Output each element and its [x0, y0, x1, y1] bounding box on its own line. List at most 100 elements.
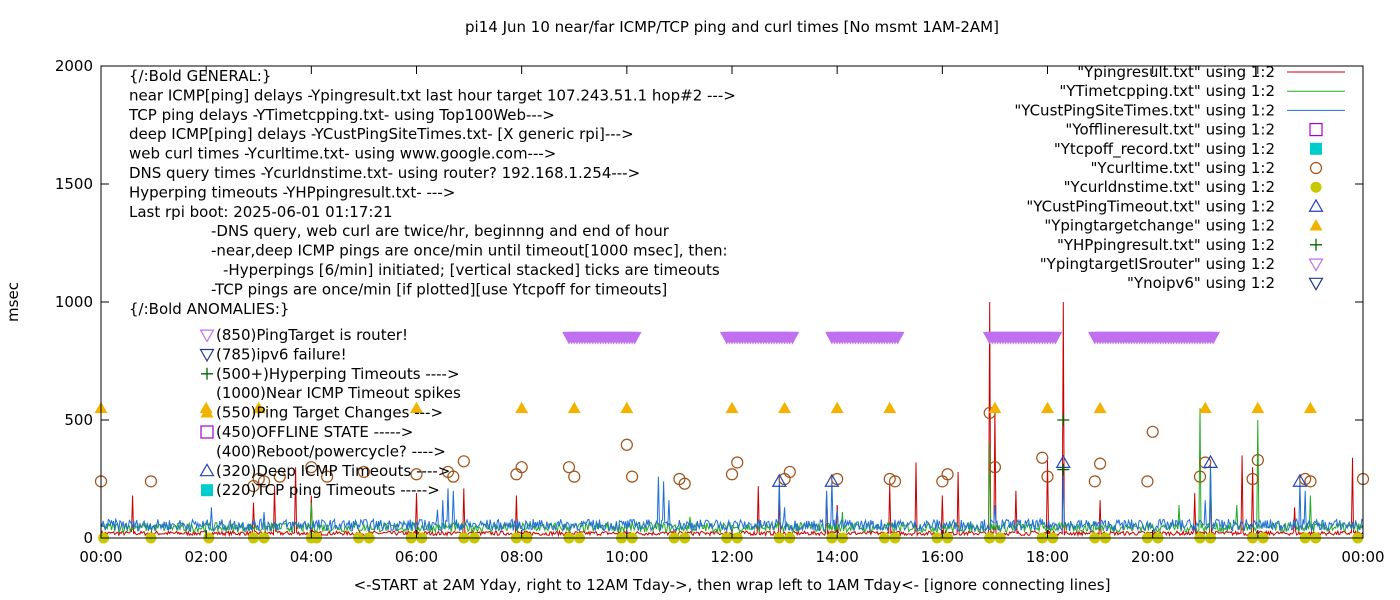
- point-filled-triangle-up: [199, 401, 213, 414]
- legend-label: "YTimetcpping.txt" using 1:2: [1059, 82, 1275, 100]
- legend-open-triangle-up-icon: [1308, 198, 1324, 212]
- note-line: DNS query times -Ycurldnstime.txt- using…: [129, 164, 640, 182]
- note-line: -Hyperpings [6/min] initiated; [vertical…: [223, 261, 720, 279]
- anomaly-open-triangle-down-icon: [199, 329, 215, 343]
- note-line: -TCP pings are once/min [if plotted][use…: [211, 280, 667, 298]
- anomaly-label: (400)Reboot/powercycle? ---->: [216, 442, 446, 460]
- anomaly-label: (500+)Hyperping Timeouts ---->: [216, 365, 460, 383]
- anomaly-notes: (850)PingTarget is router!(785)ipv6 fail…: [199, 326, 461, 499]
- point-open-circle: [562, 461, 576, 474]
- x-tick-label: 18:00: [1026, 548, 1069, 566]
- legend-filled-triangle-up-icon: [1309, 219, 1323, 231]
- legend-open-triangle-down-icon: [1308, 277, 1324, 291]
- legend-filled-square-icon: [1310, 142, 1322, 155]
- point-open-circle: [1304, 475, 1317, 488]
- anomaly-open-square-icon: [200, 425, 214, 439]
- router-band-point: [890, 331, 905, 345]
- point-open-circle: [1041, 470, 1054, 483]
- note-line: TCP ping delays -YTimetcpping.txt- using…: [128, 106, 555, 124]
- general-notes: {/:Bold GENERAL:}near ICMP[ping] delays …: [128, 67, 736, 318]
- point-open-circle: [257, 475, 271, 488]
- point-open-circle: [568, 470, 581, 483]
- point-open-triangle-up: [771, 473, 787, 487]
- point-filled-triangle-up: [1041, 401, 1054, 414]
- point-open-circle: [457, 455, 470, 468]
- x-tick-label: 00:00: [1341, 548, 1384, 566]
- note-line: deep ICMP[ping] delays -YCustPingSiteTim…: [129, 125, 634, 143]
- point-open-circle: [725, 468, 739, 481]
- point-filled-triangle-up: [515, 401, 529, 414]
- anomaly-open-triangle-up-icon: [199, 463, 215, 477]
- router-band-4: [1087, 331, 1220, 345]
- y-axis-label: msec: [4, 282, 22, 322]
- point-filled-triangle-up: [567, 401, 581, 414]
- legend-open-triangle-down-icon: [1308, 258, 1324, 272]
- x-axis-label: <-START at 2AM Yday, right to 12AM Tday-…: [354, 576, 1111, 594]
- point-open-circle: [620, 438, 633, 451]
- point-open-circle: [144, 475, 158, 488]
- note-line: web curl times -Ycurltime.txt- using www…: [129, 145, 556, 163]
- point-filled-triangle-up: [883, 401, 897, 414]
- axes: 0 500 1000 1500 2000 00:00 02:00 04:00 06:00 08:0…: [55, 57, 1385, 566]
- anomaly-label: (550)Ping Target Changes --->: [216, 404, 443, 422]
- point-open-circle: [731, 456, 744, 469]
- x-tick-label: 22:00: [1236, 548, 1279, 566]
- note-line: Hyperping timeouts -YHPpingresult.txt- -…: [129, 183, 455, 201]
- router-band-3: [982, 331, 1063, 345]
- point-filled-triangle-up: [620, 401, 634, 414]
- point-open-circle: [1141, 475, 1154, 488]
- x-tick-label: 10:00: [605, 548, 648, 566]
- legend-label: "Ynoipv6" using 1:2: [1127, 274, 1275, 292]
- anomaly-label: (320)Deep ICMP Timeouts ---->: [216, 462, 450, 480]
- point-plus: [1057, 463, 1070, 476]
- x-tick-label: 16:00: [921, 548, 964, 566]
- point-filled-triangle-up: [725, 401, 739, 414]
- point-filled-triangle-up: [778, 401, 792, 414]
- point-filled-triangle-up: [830, 401, 844, 414]
- point-open-circle: [883, 472, 896, 486]
- note-line: {/:Bold GENERAL:}: [129, 67, 271, 85]
- point-filled-triangle-up: [1251, 401, 1265, 414]
- anomaly-open-triangle-down-icon: [199, 348, 215, 363]
- note-line: {/:Bold ANOMALIES:}: [129, 300, 289, 318]
- x-tick-label: 12:00: [710, 548, 753, 566]
- anomaly-label: (450)OFFLINE STATE ----->: [216, 423, 413, 441]
- point-open-circle: [678, 477, 691, 490]
- router-band-point: [1206, 331, 1220, 345]
- point-open-circle: [625, 470, 639, 483]
- point-open-circle: [783, 465, 796, 479]
- point-open-circle: [1251, 454, 1264, 467]
- router-band-2: [825, 331, 905, 345]
- y-tick-label: 2000: [55, 57, 93, 75]
- note-line: near ICMP[ping] delays -Ypingresult.txt …: [129, 86, 736, 104]
- x-tick-label: 08:00: [500, 548, 543, 566]
- point-open-circle: [1246, 472, 1259, 486]
- router-band-1: [719, 331, 800, 345]
- point-open-circle: [988, 461, 1002, 474]
- y-tick-label: 500: [64, 411, 93, 429]
- point-open-circle: [510, 468, 523, 481]
- point-open-circle: [778, 472, 791, 486]
- router-band-point: [627, 331, 642, 345]
- point-open-triangle-up: [1202, 454, 1219, 468]
- point-open-circle: [1199, 456, 1212, 469]
- note-line: Last rpi boot: 2025-06-01 01:17:21: [129, 203, 393, 221]
- x-tick-label: 00:00: [79, 548, 122, 566]
- legend-label: "Ycurldnstime.txt" using 1:2: [1064, 178, 1275, 196]
- legend-label: "YHPpingresult.txt" using 1:2: [1057, 236, 1275, 254]
- note-line: -near,deep ICMP pings are once/min until…: [211, 242, 728, 260]
- point-open-circle: [831, 472, 844, 486]
- point-open-circle: [1088, 475, 1101, 488]
- point-plus: [1057, 414, 1070, 426]
- legend-label: "YCustPingSiteTimes.txt" using 1:2: [1014, 101, 1275, 119]
- anomaly-filled-square-icon: [201, 484, 213, 497]
- plot-area: [94, 301, 1370, 544]
- y-tick-label: 1000: [55, 293, 93, 311]
- y-tick-label: 1500: [55, 175, 93, 193]
- legend-filled-circle-icon: [1310, 181, 1322, 193]
- legend-label: "YCustPingTimeout.txt" using 1:2: [1026, 197, 1275, 215]
- legend-open-square-icon: [1309, 122, 1323, 137]
- chart-title: pi14 Jun 10 near/far ICMP/TCP ping and c…: [465, 18, 999, 36]
- legend-label: "Ytcpoff_record.txt" using 1:2: [1054, 140, 1275, 159]
